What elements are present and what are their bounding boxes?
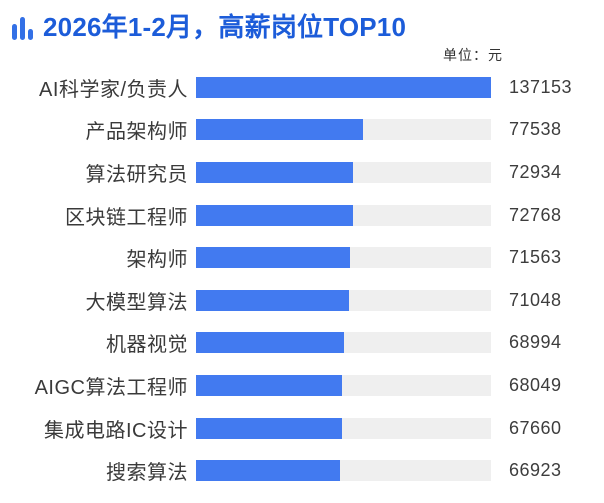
value-label: 72768	[509, 204, 562, 225]
bar-track	[196, 247, 491, 269]
value-label: 66923	[509, 460, 562, 481]
bar-track	[196, 289, 491, 311]
chart-row: 架构师 71563	[0, 236, 604, 279]
bar-fill	[196, 204, 353, 226]
value-label: 71563	[509, 247, 562, 268]
category-label: 产品架构师	[85, 121, 188, 144]
bar-fill	[196, 374, 343, 396]
bar-fill	[196, 289, 349, 311]
value-label: 71048	[509, 289, 562, 310]
category-label: 区块链工程师	[65, 206, 188, 229]
category-label: 机器视觉	[106, 334, 188, 357]
bar-chart-icon	[12, 13, 33, 42]
value-label: 72934	[509, 161, 562, 182]
chart-row: 集成电路IC设计 67660	[0, 407, 604, 450]
bar-fill	[196, 417, 342, 439]
bar-track	[196, 417, 491, 439]
chart-row: 区块链工程师 72768	[0, 194, 604, 237]
unit-label: 单位：元	[443, 47, 503, 63]
category-label: AIGC算法工程师	[34, 376, 188, 399]
bar-fill	[196, 460, 340, 482]
bar-fill	[196, 247, 350, 269]
bar-fill	[196, 161, 353, 183]
bar-chart-icon-bar	[20, 17, 25, 40]
bar-chart-icon-bar	[28, 29, 33, 40]
bar-track	[196, 204, 491, 226]
bar-chart-icon-bar	[12, 24, 17, 40]
chart-title: 2026年1-2月，高薪岗位TOP10	[43, 12, 407, 43]
bar-fill	[196, 332, 345, 354]
category-label: AI科学家/负责人	[39, 78, 188, 101]
value-label: 67660	[509, 417, 562, 438]
bar-track	[196, 161, 491, 183]
chart-row: 算法研究员 72934	[0, 151, 604, 194]
category-label: 搜索算法	[106, 462, 188, 485]
chart-row: 产品架构师 77538	[0, 109, 604, 152]
chart-row: 机器视觉 68994	[0, 322, 604, 365]
chart-row: 搜索算法 66923	[0, 449, 604, 492]
bar-chart: AI科学家/负责人 137153 产品架构师 77538 算法研究员 72934…	[0, 66, 604, 492]
category-label: 集成电路IC设计	[44, 419, 188, 442]
category-label: 算法研究员	[85, 163, 188, 186]
bar-fill	[196, 119, 363, 141]
category-label: 架构师	[126, 249, 188, 272]
category-label: 大模型算法	[85, 291, 188, 314]
bar-track	[196, 460, 491, 482]
bar-track	[196, 119, 491, 141]
chart-row: AI科学家/负责人 137153	[0, 66, 604, 109]
value-label: 137153	[509, 76, 573, 97]
bar-track	[196, 76, 491, 98]
value-label: 68994	[509, 332, 562, 353]
bar-fill	[196, 76, 491, 98]
bar-track	[196, 332, 491, 354]
chart-header: 2026年1-2月，高薪岗位TOP10	[12, 13, 406, 42]
chart-row: 大模型算法 71048	[0, 279, 604, 322]
value-label: 77538	[509, 119, 562, 140]
value-label: 68049	[509, 374, 562, 395]
bar-track	[196, 374, 491, 396]
chart-row: AIGC算法工程师 68049	[0, 364, 604, 407]
